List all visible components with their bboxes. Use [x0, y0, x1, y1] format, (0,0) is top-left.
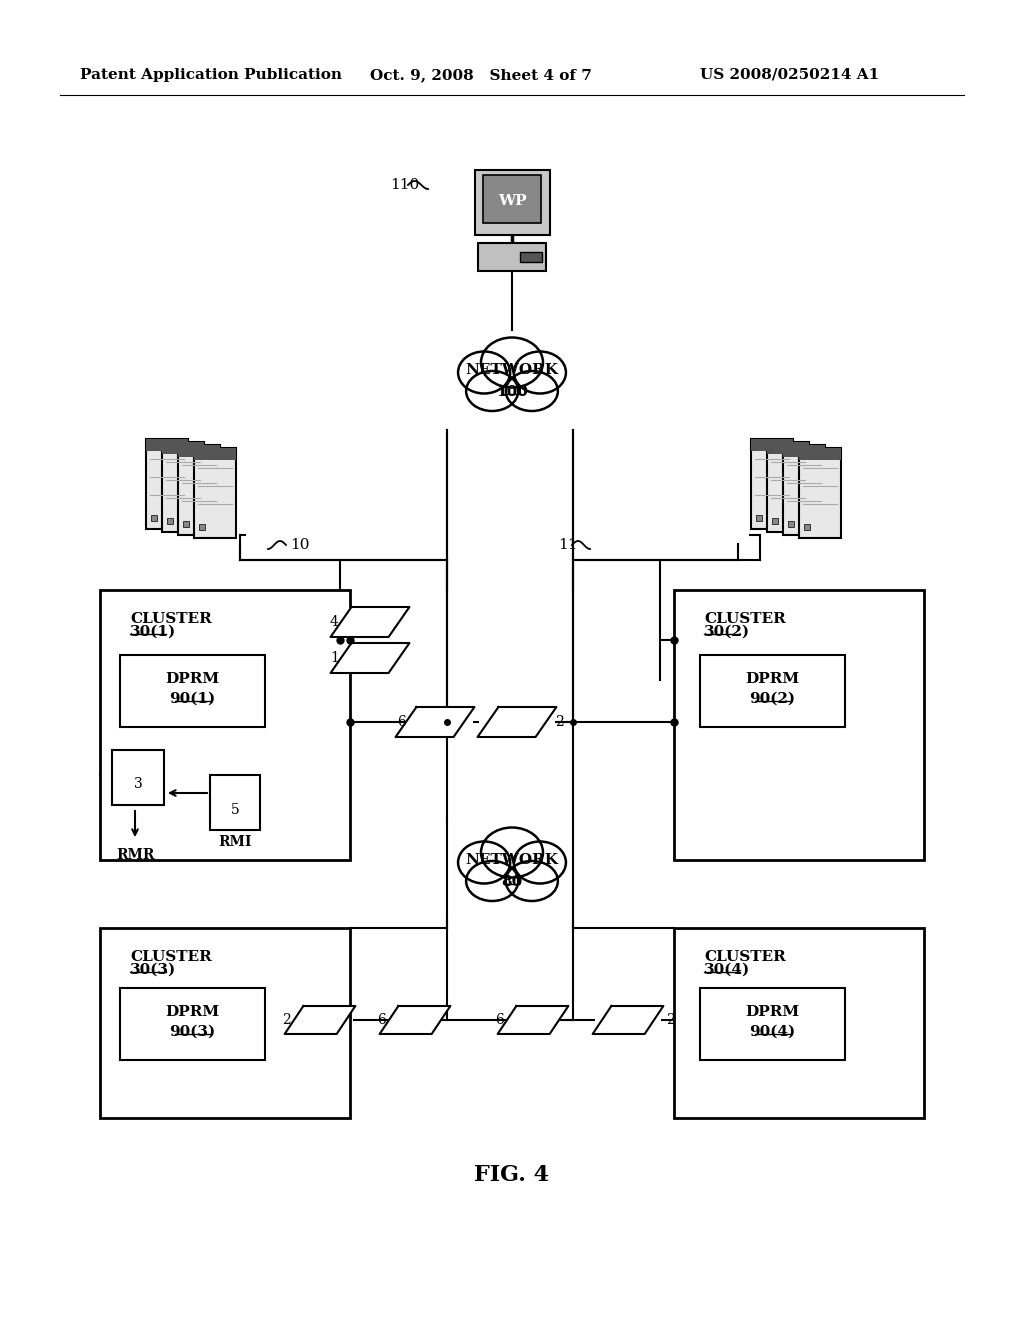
Bar [483, 176, 541, 223]
Text: CLUSTER: CLUSTER [705, 950, 785, 964]
Text: DPRM: DPRM [745, 1005, 800, 1019]
Bar [767, 442, 809, 532]
Text: 4: 4 [330, 615, 339, 630]
Bar [674, 590, 924, 861]
Bar [783, 445, 825, 535]
Polygon shape [331, 607, 410, 638]
Text: 90(2): 90(2) [750, 692, 796, 706]
Bar [799, 447, 841, 459]
Bar [183, 521, 189, 527]
Bar [772, 517, 778, 524]
Polygon shape [285, 1006, 355, 1034]
Text: 11: 11 [558, 539, 578, 552]
Ellipse shape [481, 338, 543, 388]
Text: 30(4): 30(4) [705, 964, 751, 977]
Text: DPRM: DPRM [165, 672, 219, 686]
Text: FIG. 4: FIG. 4 [474, 1164, 550, 1185]
Bar [178, 445, 220, 535]
Bar [194, 447, 236, 539]
Polygon shape [331, 643, 410, 673]
Bar [146, 440, 188, 529]
Text: 100: 100 [496, 385, 528, 399]
Bar [146, 440, 188, 451]
Text: 3: 3 [133, 776, 142, 791]
Bar [674, 928, 924, 1118]
Text: 10: 10 [290, 539, 309, 552]
Ellipse shape [514, 842, 566, 883]
Text: 5: 5 [230, 803, 240, 817]
Text: DPRM: DPRM [745, 672, 800, 686]
Text: 110: 110 [390, 178, 419, 191]
Polygon shape [477, 708, 556, 737]
Bar [474, 170, 550, 235]
Polygon shape [380, 1006, 451, 1034]
Ellipse shape [506, 371, 558, 411]
Text: NETWORK: NETWORK [466, 853, 558, 867]
Bar [100, 590, 350, 861]
Bar [700, 987, 845, 1060]
Bar [767, 442, 809, 454]
Ellipse shape [466, 861, 518, 902]
Bar [120, 655, 265, 727]
Text: RMR: RMR [116, 847, 155, 862]
Text: 30(3): 30(3) [130, 964, 176, 977]
Bar [751, 440, 793, 451]
Text: 30(1): 30(1) [130, 624, 176, 639]
Text: NETWORK: NETWORK [466, 363, 558, 378]
Bar [162, 442, 204, 532]
Bar [178, 445, 220, 457]
Bar [788, 521, 794, 527]
Bar [804, 524, 810, 531]
Ellipse shape [481, 828, 543, 878]
Text: 90(4): 90(4) [750, 1026, 796, 1039]
Ellipse shape [458, 842, 510, 883]
Text: 80: 80 [502, 875, 522, 888]
Text: 90(1): 90(1) [169, 692, 216, 706]
Text: Oct. 9, 2008   Sheet 4 of 7: Oct. 9, 2008 Sheet 4 of 7 [370, 69, 592, 82]
Text: 2: 2 [555, 715, 564, 729]
Ellipse shape [458, 351, 510, 393]
Bar [199, 524, 205, 531]
Polygon shape [395, 708, 474, 737]
Text: 2: 2 [282, 1012, 291, 1027]
Bar [162, 442, 204, 454]
Text: CLUSTER: CLUSTER [705, 612, 785, 626]
Bar [799, 447, 841, 539]
Text: 6: 6 [377, 1012, 386, 1027]
Text: 6: 6 [397, 715, 406, 729]
Text: 30(2): 30(2) [705, 624, 751, 639]
Bar [751, 440, 793, 529]
Text: WP: WP [498, 194, 526, 209]
Bar [210, 775, 260, 830]
Text: 1: 1 [330, 651, 339, 665]
Ellipse shape [506, 861, 558, 902]
Bar [783, 445, 825, 457]
Bar [100, 928, 350, 1118]
Ellipse shape [514, 351, 566, 393]
Text: US 2008/0250214 A1: US 2008/0250214 A1 [700, 69, 880, 82]
Bar [112, 750, 164, 805]
Bar [120, 987, 265, 1060]
Text: 6: 6 [495, 1012, 504, 1027]
Bar [151, 515, 157, 521]
Bar [194, 447, 236, 459]
Polygon shape [498, 1006, 568, 1034]
Text: CLUSTER: CLUSTER [130, 950, 212, 964]
Bar [756, 515, 762, 521]
Bar [700, 655, 845, 727]
Ellipse shape [466, 371, 518, 411]
Polygon shape [593, 1006, 664, 1034]
Bar [167, 517, 173, 524]
Text: RMI: RMI [218, 836, 252, 849]
Text: 90(3): 90(3) [169, 1026, 216, 1039]
Text: CLUSTER: CLUSTER [130, 612, 212, 626]
Bar [520, 252, 542, 261]
Text: DPRM: DPRM [165, 1005, 219, 1019]
Text: Patent Application Publication: Patent Application Publication [80, 69, 342, 82]
Bar [478, 243, 546, 271]
Text: 2: 2 [666, 1012, 675, 1027]
